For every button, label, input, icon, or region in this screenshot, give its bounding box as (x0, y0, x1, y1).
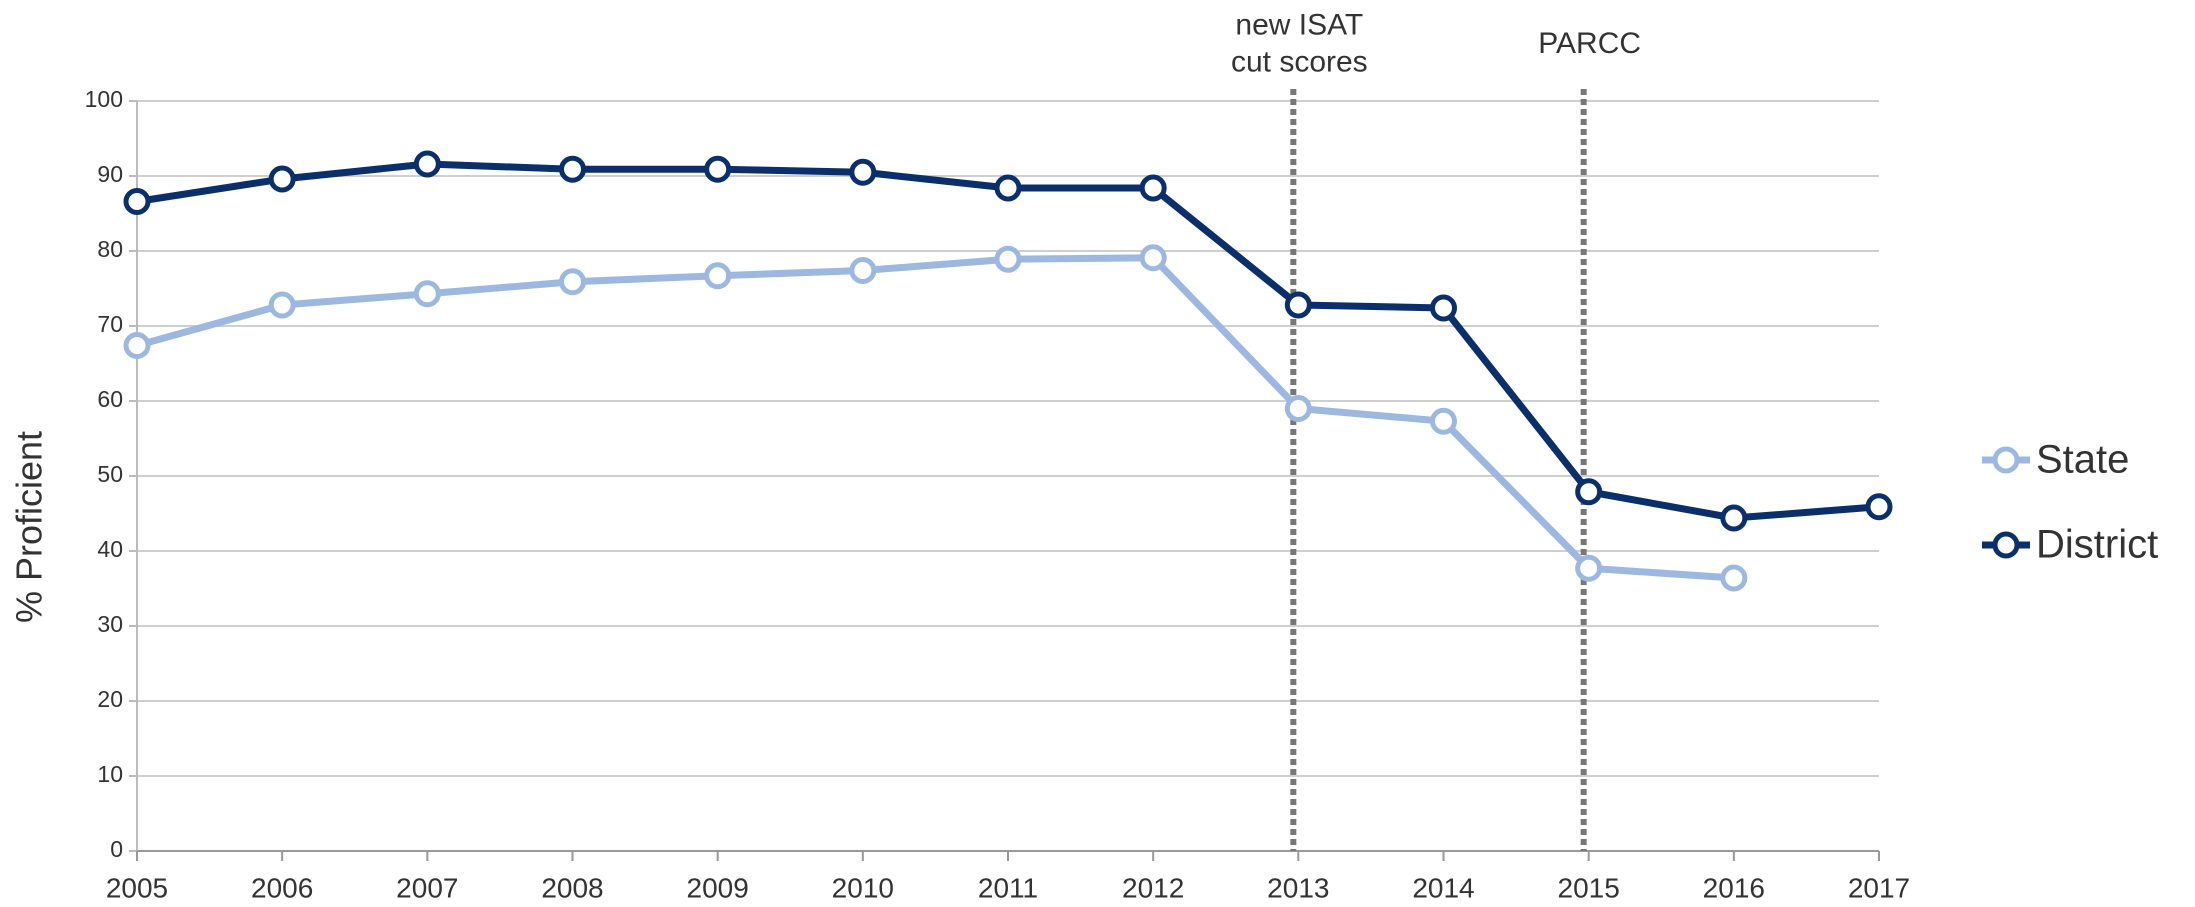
legend-marker (1992, 531, 2020, 559)
point-marker (1430, 407, 1457, 435)
annotation-text: cut scores (1231, 45, 1368, 78)
point-marker (268, 291, 296, 319)
x-tick-label: 2012 (1122, 872, 1184, 903)
point-marker (559, 155, 586, 183)
y-axis-label: % Proficient (9, 431, 50, 623)
x-tick-label: 2005 (106, 872, 168, 903)
x-tick-label: 2008 (541, 872, 603, 903)
point-marker (1575, 478, 1603, 506)
y-tick-label: 50 (97, 461, 123, 487)
point-marker (994, 174, 1022, 202)
y-tick-label: 40 (97, 536, 123, 562)
point-marker (994, 245, 1022, 273)
point-marker (1720, 564, 1748, 592)
point-marker (849, 158, 877, 186)
x-tick-label: 2006 (251, 872, 313, 903)
y-tick-label: 80 (97, 236, 123, 262)
x-tick-label: 2016 (1703, 872, 1765, 903)
y-tick-label: 10 (97, 761, 123, 787)
x-tick-label: 2007 (396, 872, 458, 903)
point-marker (849, 257, 877, 284)
point-marker (1139, 174, 1167, 202)
point-marker (1139, 244, 1167, 272)
y-tick-label: 0 (110, 836, 123, 862)
x-tick-label: 2015 (1558, 872, 1620, 903)
point-marker (1430, 294, 1457, 322)
legend-marker (1992, 446, 2020, 474)
x-tick-label: 2010 (832, 872, 894, 903)
point-marker (1575, 554, 1603, 582)
legend-label: District (2036, 523, 2158, 567)
x-tick-label: 2014 (1412, 872, 1474, 903)
point-marker (1720, 504, 1748, 532)
series-line (136, 254, 1735, 582)
x-tick-label: 2013 (1267, 872, 1329, 903)
legend-label: State (2036, 438, 2129, 482)
y-tick-label: 30 (97, 611, 123, 637)
y-tick-label: 20 (97, 686, 123, 712)
point-marker (123, 332, 151, 359)
point-marker (413, 150, 441, 178)
point-marker (413, 280, 441, 308)
point-marker (559, 268, 586, 296)
point-marker (1284, 291, 1312, 319)
annotation-text: PARCC (1538, 27, 1641, 60)
y-tick-label: 70 (97, 311, 123, 337)
point-marker (1284, 395, 1312, 422)
point-marker (704, 262, 732, 290)
point-marker (1865, 493, 1893, 521)
y-tick-label: 100 (85, 86, 123, 112)
x-tick-label: 2017 (1848, 872, 1910, 903)
point-marker (704, 155, 732, 183)
y-tick-label: 60 (97, 386, 123, 412)
x-tick-label: 2011 (978, 872, 1038, 903)
annotation-text: new ISAT (1235, 8, 1363, 41)
point-marker (123, 188, 151, 215)
series-line (136, 160, 1880, 522)
y-tick-label: 90 (97, 161, 123, 187)
point-marker (268, 165, 296, 193)
x-tick-label: 2009 (687, 872, 749, 903)
